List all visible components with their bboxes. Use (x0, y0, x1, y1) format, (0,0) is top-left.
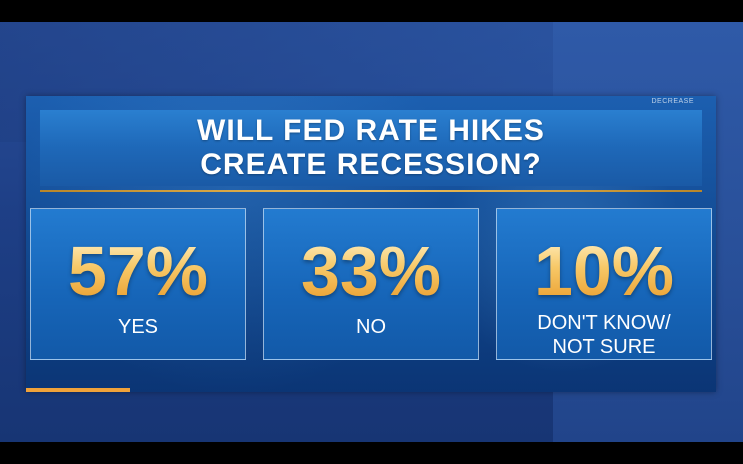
title-bar: WILL FED RATE HIKES CREATE RECESSION? (40, 110, 702, 186)
stat-box-unsure: 10% DON'T KNOW/ NOT SURE (496, 208, 712, 360)
stat-percent-unsure: 10% (497, 235, 711, 307)
gold-divider (40, 190, 702, 192)
video-frame: DECREASE WILL FED RATE HIKES CREATE RECE… (0, 22, 743, 442)
title-line-1: WILL FED RATE HIKES (197, 114, 545, 147)
corner-label: DECREASE (651, 98, 694, 105)
stat-label-unsure: DON'T KNOW/ NOT SURE (537, 312, 671, 358)
stat-percent-no: 33% (264, 235, 478, 307)
title-line-2: CREATE RECESSION? (200, 148, 542, 181)
stat-box-yes: 57% YES (30, 208, 246, 360)
stat-row: 57% YES 33% NO 10% DON'T KNOW/ NOT SURE (30, 208, 714, 360)
stat-box-no: 33% NO (263, 208, 479, 360)
stat-percent-yes: 57% (31, 235, 245, 307)
orange-stripe (26, 388, 130, 392)
stat-label-no: NO (356, 316, 386, 338)
stat-label-yes: YES (117, 316, 159, 338)
poll-graphic: DECREASE WILL FED RATE HIKES CREATE RECE… (26, 96, 716, 392)
